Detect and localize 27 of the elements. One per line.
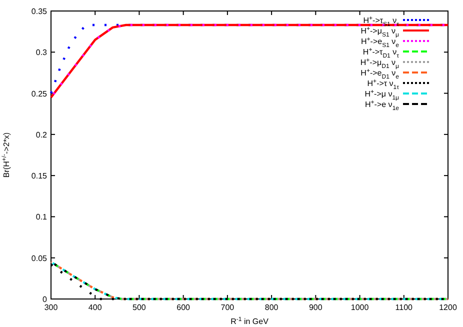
x-tick-label: 600 [176, 303, 191, 312]
legend-label: H$^{+}$->e$_{D1}$ ν$_{e}$ [360, 68, 400, 80]
y-tick-label: 0.25 [31, 89, 48, 98]
y-tick-label: 0 [42, 295, 48, 304]
y-tick-label: 0.35 [31, 7, 48, 16]
x-tick-label: 500 [132, 303, 146, 312]
x-tick-label: 800 [264, 303, 279, 312]
x-axis-title: R$^{-1}$ in GeV [230, 316, 270, 326]
x-tick-label: 400 [88, 303, 102, 312]
legend-label: H$^{+}$->μ$_{D1}$ ν$_{μ}$ [360, 58, 400, 70]
x-tick-label: 1100 [395, 303, 414, 312]
legend-label: H$^{+}$->μ ν$_{1μ}$ [364, 90, 400, 102]
x-tick-label: 300 [44, 303, 58, 312]
legend-label: H$^{+}$->e ν$_{1e}$ [365, 100, 400, 112]
legend-label: H$^{+}$->μ$_{S1}$ ν$_{μ}$ [360, 26, 400, 38]
legend-label: H$^{+}$->τ ν$_{1τ}$ [367, 79, 400, 91]
x-tick-label: 700 [220, 303, 235, 312]
y-tick-label: 0.1 [36, 212, 48, 222]
y-tick-label: 0.2 [36, 130, 48, 140]
y-tick-label: 0.15 [31, 172, 48, 181]
legend-label: H$^{+}$->e$_{S1}$ ν$_{e}$ [360, 37, 400, 49]
x-tick-label: 1000 [350, 303, 370, 312]
x-tick-label: 900 [308, 303, 323, 312]
x-tick-label: 1200 [439, 303, 458, 312]
y-tick-label: 0.05 [31, 254, 48, 263]
legend-label: H$^{+}$->τ$_{D1}$ ν$_{τ}$ [362, 48, 400, 60]
y-tick-label: 0.3 [36, 48, 48, 58]
